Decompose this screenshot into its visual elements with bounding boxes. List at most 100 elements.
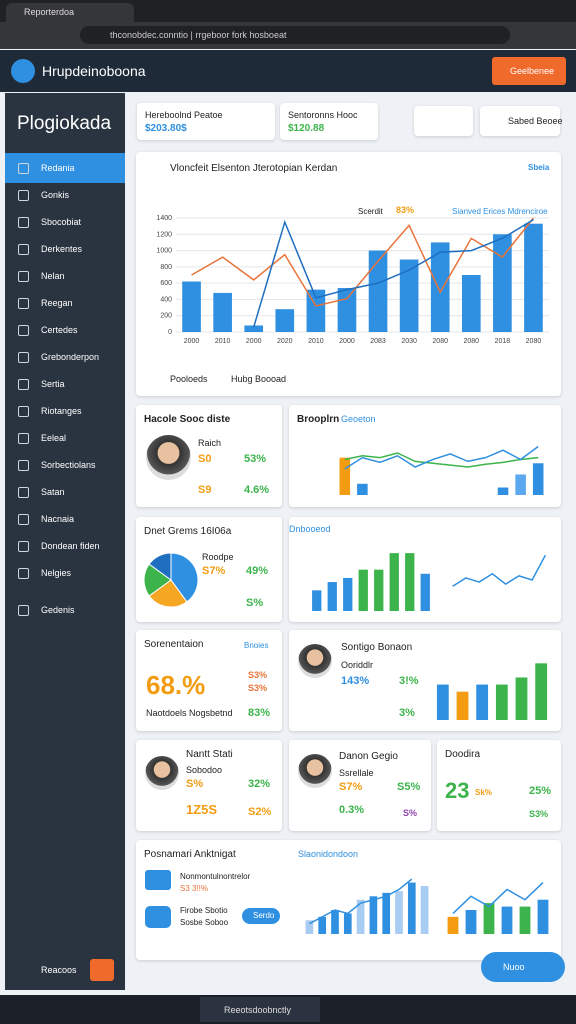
sidebar-item[interactable]: Sertia <box>5 369 125 399</box>
bar <box>497 487 509 495</box>
sidebar-icon <box>18 568 29 579</box>
line <box>252 218 534 328</box>
mini-chart <box>452 554 547 587</box>
value: S% <box>403 808 418 818</box>
pie-chart <box>144 553 198 607</box>
user-button[interactable] <box>90 959 114 981</box>
button[interactable]: Serdo <box>242 908 280 924</box>
bar <box>339 457 351 495</box>
sidebar-item[interactable]: Derkentes <box>5 234 125 264</box>
sidebar-label: Certedes <box>41 325 78 335</box>
user-name: Reacoos <box>41 965 77 975</box>
sidebar-item[interactable]: Satan <box>5 477 125 507</box>
sidebar-label: Sertia <box>41 379 65 389</box>
sidebar-item[interactable]: Dondean fiden <box>5 531 125 561</box>
value: S5% <box>397 781 421 793</box>
bar <box>493 234 512 332</box>
bar <box>305 920 314 934</box>
sidebar-item[interactable]: Certedes <box>5 315 125 345</box>
bar <box>275 309 295 332</box>
pie-slice <box>148 579 188 607</box>
x-tick-label: 2083 <box>370 338 386 345</box>
url-field[interactable]: thconobdec.conntio | rrgeboor fork hosbo… <box>80 26 510 44</box>
value: 143% <box>341 675 370 687</box>
avatar <box>145 756 179 790</box>
value: 53% <box>244 453 267 465</box>
sidebar-item[interactable]: Sorbectiolans <box>5 450 125 480</box>
x-tick-label: 2080 <box>464 338 480 345</box>
sidebar-icon <box>18 406 29 417</box>
header-button[interactable]: Geelbenee <box>492 57 566 85</box>
chart-button[interactable]: Sbeia <box>528 163 550 172</box>
sidebar-label: Nacnaia <box>41 514 75 524</box>
pie-slice <box>148 553 172 581</box>
legend-item: Sianved Erices Mdrenciroe <box>452 207 548 216</box>
logo <box>11 59 35 83</box>
bar <box>476 684 489 720</box>
sidebar-item[interactable]: Reegan <box>5 288 125 318</box>
card: Dnbooeod <box>289 517 561 622</box>
value: 25% <box>529 785 552 797</box>
pie-slice <box>170 553 198 603</box>
search-button[interactable]: Sabed Beoee <box>480 106 563 136</box>
bar <box>368 250 388 332</box>
bar <box>343 913 352 934</box>
sidebar-item[interactable]: Redania <box>5 153 125 183</box>
sidebar-item[interactable]: Nelan <box>5 261 125 291</box>
sidebar-item[interactable]: Nacnaia <box>5 504 125 534</box>
card: Brooplrn Geoeton <box>289 405 561 507</box>
footer-left: Pooloeds <box>170 374 208 384</box>
value: Sk% <box>475 788 492 797</box>
value: 1Z5S <box>186 802 218 817</box>
avatar <box>298 754 332 788</box>
line <box>452 554 547 587</box>
value: 49% <box>246 565 269 577</box>
sidebar-item[interactable]: Sbocobiat <box>5 207 125 237</box>
toolbar-buttons[interactable] <box>414 106 473 136</box>
bar <box>461 275 481 332</box>
tab[interactable]: Reporterdoa <box>6 3 134 22</box>
value: 3!% <box>399 675 419 687</box>
x-tick-label: 2080 <box>432 338 448 345</box>
bar <box>532 463 544 495</box>
main-chart: 0 200 400 600 800 1000 1200 1400 2000 2010 2000 202… <box>156 215 549 345</box>
bar <box>374 569 384 611</box>
bar <box>213 292 232 332</box>
x-tick-label: 2010 <box>215 338 231 345</box>
value: S% <box>186 778 204 790</box>
sidebar-item[interactable]: Nelgies <box>5 558 125 588</box>
sidebar-label: Sorbectiolans <box>41 460 96 470</box>
x-tick-label: 2080 <box>526 338 542 345</box>
value: S7% <box>202 565 226 577</box>
link[interactable]: Geoeton <box>341 414 376 424</box>
avatar <box>146 435 191 480</box>
card: Dnet Grems 16I06a Roodpe S7% 49% S% <box>136 517 282 622</box>
y-tick-label: 1000 <box>156 248 172 255</box>
sidebar-label: Gonkis <box>41 190 70 200</box>
sidebar-item[interactable]: Eeleal <box>5 423 125 453</box>
row-text: Nonmontulnontrelor <box>180 872 251 881</box>
line <box>309 878 413 925</box>
link[interactable]: Slaonidondoon <box>298 849 359 859</box>
bar <box>501 906 513 934</box>
sidebar-item[interactable]: Riotanges <box>5 396 125 426</box>
sidebar-label: Nelgies <box>41 568 72 578</box>
chat-label: Nuoo <box>503 962 525 972</box>
value: 3% <box>399 707 415 719</box>
sidebar-item[interactable]: Grebonderpon <box>5 342 125 372</box>
sidebar-icon <box>18 487 29 498</box>
card-title: Sontigo Bonaon <box>341 642 413 653</box>
app-header: Hrupdeinoboona Geelbenee <box>0 50 576 92</box>
footer-right: Hubg Boooad <box>231 374 287 384</box>
sidebar-icon <box>18 163 29 174</box>
button[interactable]: Bnoies <box>244 641 269 650</box>
sidebar-item[interactable]: Gonkis <box>5 180 125 210</box>
sidebar-item[interactable]: Gedenis <box>5 595 125 625</box>
chat-button[interactable]: Nuoo <box>481 952 565 982</box>
card-title: Danon Gegio <box>339 751 398 762</box>
bar <box>244 325 264 332</box>
tab-title: Reporterdoa <box>24 7 75 17</box>
icon <box>145 906 171 928</box>
taskbar-app[interactable]: Reeotsdoobnctly <box>200 997 320 1022</box>
legend-item: 83% <box>396 205 415 215</box>
